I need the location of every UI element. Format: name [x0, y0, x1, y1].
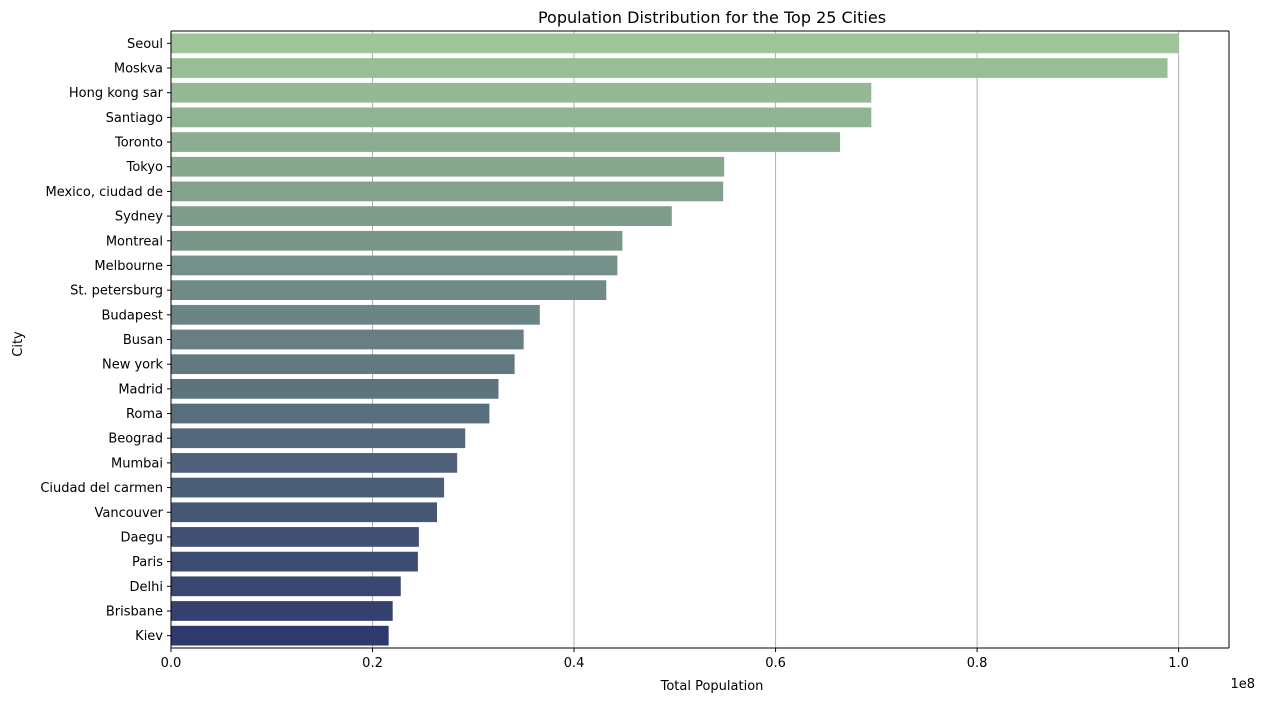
y-tick-label: Busan — [123, 333, 163, 348]
bar — [171, 527, 419, 547]
y-tick-label: New york — [102, 358, 163, 373]
x-axis-offset-label: 1e8 — [1230, 677, 1255, 692]
bar — [171, 304, 540, 325]
bar — [171, 428, 466, 449]
y-tick-label: Delhi — [130, 580, 163, 595]
y-tick-label: Mumbai — [111, 456, 163, 471]
y-tick-label: Budapest — [102, 308, 164, 323]
y-tick-label: Roma — [126, 407, 163, 422]
y-tick-label: Seoul — [127, 37, 163, 52]
chart-title: Population Distribution for the Top 25 C… — [538, 8, 886, 27]
bar — [171, 58, 1168, 78]
x-tick-label: 1.0 — [1168, 656, 1189, 671]
y-tick-label: Melbourne — [94, 259, 163, 274]
bar — [171, 82, 872, 103]
y-tick-label: Ciudad del carmen — [40, 481, 163, 496]
bar — [171, 33, 1179, 54]
y-tick-label: Kiev — [135, 629, 163, 644]
bar — [171, 132, 841, 152]
bar — [171, 551, 418, 572]
bar — [171, 625, 389, 646]
bar — [171, 255, 618, 276]
y-axis-ticks: Seoul Moskva Hong kong sar Santiago Toronto T… — [40, 37, 171, 644]
bar — [171, 206, 672, 226]
y-axis-label: City — [11, 331, 26, 357]
y-tick-label: Vancouver — [95, 506, 164, 521]
y-tick-label: Santiago — [106, 111, 163, 126]
x-axis-ticks: 0.0 0.2 0.4 0.6 0.8 1.0 — [161, 648, 1189, 671]
y-tick-label: St. petersburg — [70, 284, 163, 299]
y-tick-label: Montreal — [106, 234, 163, 249]
x-tick-label: 0.8 — [967, 656, 988, 671]
y-tick-label: Daegu — [121, 530, 163, 545]
bar — [171, 230, 623, 251]
y-tick-label: Tokyo — [126, 160, 163, 175]
bars — [171, 33, 1179, 646]
bar — [171, 354, 515, 375]
x-tick-label: 0.0 — [161, 656, 182, 671]
y-tick-label: Paris — [132, 555, 163, 570]
x-axis-label: Total Population — [660, 679, 764, 694]
y-tick-label: Moskva — [114, 62, 163, 77]
bar — [171, 403, 490, 424]
bar — [171, 181, 724, 202]
y-tick-label: Mexico, ciudad de — [45, 185, 163, 200]
x-tick-label: 0.2 — [362, 656, 383, 671]
x-tick-label: 0.6 — [765, 656, 786, 671]
bar — [171, 156, 725, 177]
x-tick-label: 0.4 — [564, 656, 585, 671]
y-tick-label: Madrid — [118, 382, 163, 397]
bar — [171, 453, 458, 473]
y-tick-label: Hong kong sar — [69, 86, 164, 101]
bar — [171, 502, 438, 523]
y-tick-label: Beograd — [108, 432, 163, 447]
bar — [171, 280, 607, 301]
bar — [171, 107, 872, 128]
bar — [171, 576, 401, 597]
bar — [171, 477, 445, 498]
y-tick-label: Sydney — [115, 210, 163, 225]
bar — [171, 601, 393, 621]
y-tick-label: Toronto — [114, 136, 163, 151]
bar — [171, 329, 524, 350]
bar — [171, 378, 499, 399]
y-tick-label: Brisbane — [106, 604, 163, 619]
